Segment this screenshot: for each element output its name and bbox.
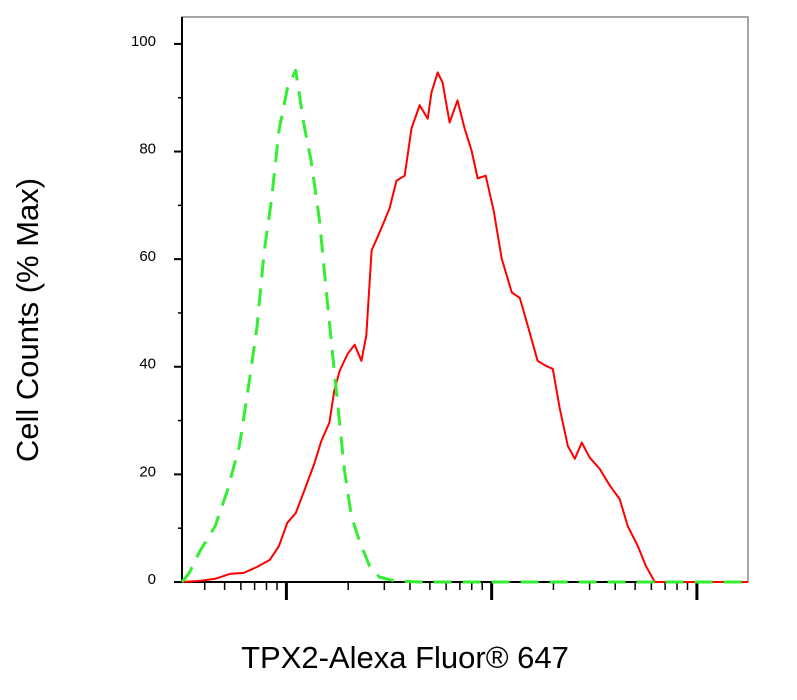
y-axis-title: Cell Counts (% Max) <box>10 178 45 462</box>
x-axis-title: TPX2-Alexa Fluor® 647 <box>241 640 569 675</box>
series-line <box>180 68 748 584</box>
y-tick-label: 80 <box>139 140 156 157</box>
plot-frame <box>181 16 749 583</box>
y-tick-label: 60 <box>139 248 156 265</box>
y-tick-label: 40 <box>139 356 156 373</box>
y-tick-label: 100 <box>131 33 156 50</box>
y-tick-label: 0 <box>148 571 156 588</box>
y-tick-label: 20 <box>139 463 156 480</box>
series-line <box>181 71 748 583</box>
